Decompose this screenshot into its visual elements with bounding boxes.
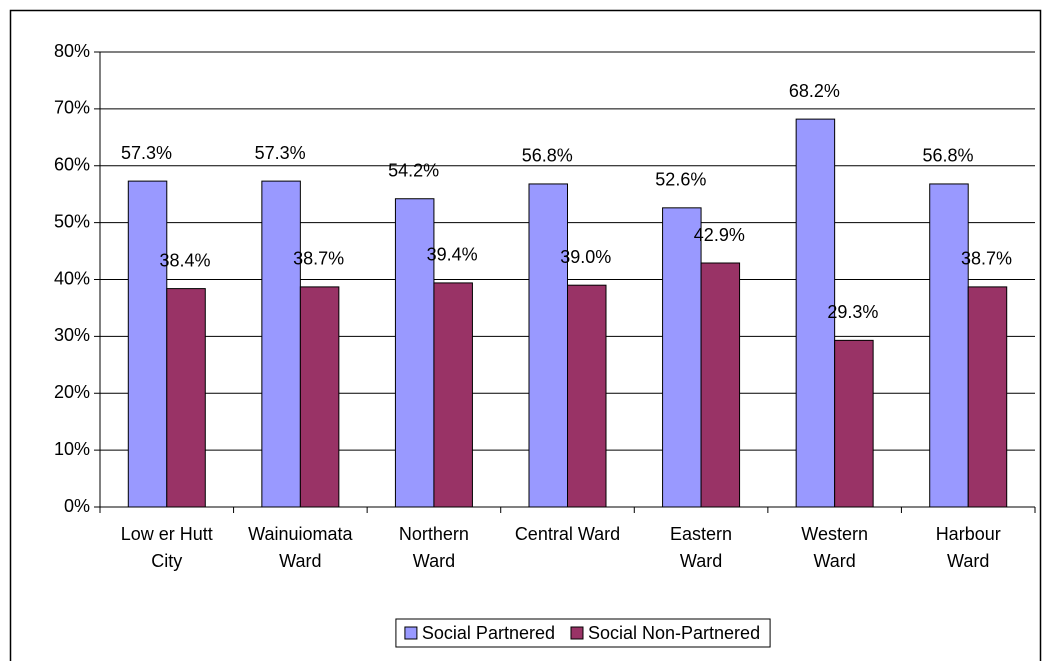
bar (700, 262, 741, 508)
chart-border (9, 9, 1042, 661)
legend-label: Social Non-Partnered (588, 623, 760, 643)
data-label: 57.3% (255, 143, 306, 163)
x-tick-label: Eastern Ward (670, 524, 733, 571)
data-label: 56.8% (922, 146, 973, 166)
bar (433, 282, 473, 508)
data-label: 68.2% (789, 81, 840, 101)
bar (127, 180, 168, 508)
y-tick-label: 10% (54, 439, 90, 459)
x-tick-label: Wainuiomata Ward (248, 524, 353, 571)
x-tick-label: Harbour Ward (935, 524, 1001, 571)
y-tick-label: 40% (54, 268, 90, 288)
y-tick-label: 70% (54, 98, 90, 118)
bar (929, 183, 969, 508)
bar (528, 183, 568, 508)
bar (299, 286, 340, 508)
data-label: 39.0% (560, 247, 611, 267)
bar (166, 288, 206, 508)
x-tick-label: Northern Ward (398, 524, 469, 571)
bar (662, 207, 702, 508)
legend-label: Social Partnered (422, 623, 555, 643)
data-label: 29.3% (827, 302, 878, 322)
bar (834, 339, 874, 508)
data-label: 56.8% (522, 146, 573, 166)
y-tick-label: 50% (54, 211, 90, 231)
bar (567, 284, 607, 508)
bar (967, 286, 1008, 508)
data-label: 57.3% (121, 143, 172, 163)
bar (261, 180, 301, 508)
y-tick-label: 80% (54, 41, 90, 61)
x-tick-label: Central Ward (514, 524, 621, 544)
data-label: 42.9% (694, 225, 745, 245)
x-tick-label: Western Ward (801, 524, 868, 571)
bar (394, 198, 435, 508)
legend-swatch (570, 626, 584, 640)
y-tick-label: 60% (54, 155, 90, 175)
data-label: 52.6% (655, 170, 706, 190)
data-label: 38.7% (293, 249, 344, 269)
y-tick-label: 20% (54, 382, 90, 402)
x-tick-label: Low er Hutt City (120, 524, 213, 571)
data-label: 38.4% (160, 250, 211, 270)
data-label: 38.7% (961, 249, 1012, 269)
legend-swatch (404, 626, 418, 640)
y-tick-label: 30% (54, 325, 90, 345)
bar (795, 118, 836, 508)
y-tick-label: 0% (64, 496, 90, 516)
data-label: 39.4% (427, 245, 478, 265)
data-label: 54.2% (388, 160, 439, 180)
